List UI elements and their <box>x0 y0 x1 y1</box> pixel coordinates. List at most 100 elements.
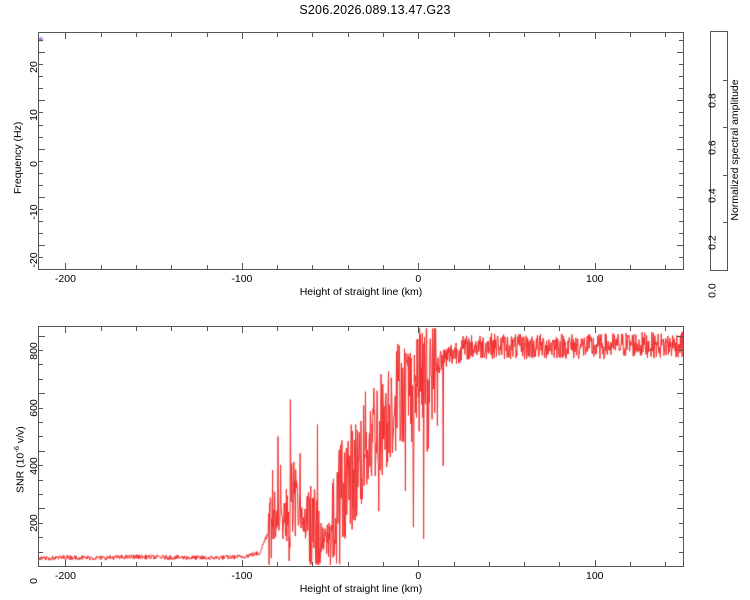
x-tick-top <box>65 327 67 333</box>
y-minor-tick-right <box>679 407 683 409</box>
y-minor-tick-right <box>679 208 683 210</box>
x-minor-tick-top <box>559 33 561 37</box>
y-minor-tick <box>39 256 43 258</box>
x-tick-label: -200 <box>54 570 76 582</box>
snr-x-axis-label: Height of straight line (km) <box>299 583 423 595</box>
x-minor-tick <box>383 562 385 566</box>
y-minor-tick <box>39 551 43 553</box>
colorbar-tick-label: 0.4 <box>706 188 719 203</box>
x-minor-tick-top <box>559 327 561 331</box>
colorbar-tick <box>723 270 727 271</box>
y-minor-tick <box>39 220 43 222</box>
x-minor-tick <box>453 562 455 566</box>
x-minor-tick-top <box>100 327 102 331</box>
y-minor-tick-right <box>679 172 683 174</box>
x-minor-tick <box>488 265 490 269</box>
y-tick-label: 10 <box>28 109 40 122</box>
y-minor-tick-right <box>679 40 683 42</box>
x-tick-top <box>418 327 420 333</box>
x-tick-label: -200 <box>54 273 76 285</box>
y-tick <box>39 244 45 246</box>
y-minor-tick-right <box>679 220 683 222</box>
colorbar <box>710 31 728 271</box>
y-tick-right <box>677 393 683 395</box>
x-minor-tick <box>171 562 173 566</box>
y-tick-label: 0 <box>28 160 40 167</box>
y-minor-tick-right <box>679 494 683 495</box>
x-minor-tick <box>453 265 455 269</box>
x-minor-tick <box>630 265 632 269</box>
x-minor-tick-top <box>524 33 526 37</box>
y-tick-right <box>677 450 683 452</box>
y-minor-tick-right <box>679 479 683 481</box>
x-minor-tick-top <box>347 327 349 331</box>
x-tick-label: 0 <box>415 570 422 582</box>
y-minor-tick-right <box>679 537 683 539</box>
y-minor-tick <box>39 350 43 352</box>
y-tick-right <box>677 196 683 198</box>
x-tick <box>594 263 596 269</box>
x-tick-top <box>594 327 596 333</box>
x-tick-label: -100 <box>231 273 253 285</box>
snr-y-axis-label: SNR (10-6 v/v) <box>12 425 27 493</box>
colorbar-title: Normalized spectral amplitude <box>729 79 741 221</box>
x-tick-label: 100 <box>586 273 604 285</box>
y-minor-tick-right <box>679 436 683 438</box>
colorbar-tick <box>723 127 727 129</box>
x-tick <box>65 263 67 269</box>
y-minor-tick-right <box>679 136 683 138</box>
x-minor-tick-top <box>630 327 632 331</box>
y-minor-tick <box>39 172 43 174</box>
y-tick-label: 0 <box>28 578 40 584</box>
x-tick <box>241 263 243 269</box>
colorbar-tick-label: 0.2 <box>706 235 719 251</box>
x-minor-tick-top <box>488 33 490 37</box>
y-tick <box>39 566 45 567</box>
y-minor-tick-right <box>679 88 683 90</box>
y-minor-tick-right <box>679 269 683 270</box>
y-tick-label: 20 <box>28 61 40 74</box>
spectrogram-y-axis-label: Frequency (Hz) <box>12 121 24 194</box>
y-minor-tick <box>39 76 43 78</box>
y-minor-tick <box>39 112 43 114</box>
y-minor-tick-right <box>679 364 683 366</box>
x-tick-top <box>241 33 243 39</box>
y-tick-right <box>677 566 683 567</box>
x-minor-tick <box>347 265 349 269</box>
y-minor-tick <box>39 422 43 424</box>
x-minor-tick <box>100 265 102 269</box>
x-tick-label: 0 <box>415 273 422 285</box>
x-minor-tick-top <box>630 33 632 37</box>
y-tick <box>39 148 45 150</box>
y-tick <box>39 100 45 102</box>
y-minor-tick-right <box>679 112 683 114</box>
y-tick-label: -20 <box>28 252 40 268</box>
x-minor-tick <box>312 562 314 566</box>
x-tick <box>418 560 420 566</box>
x-tick-top <box>594 33 596 39</box>
x-minor-tick-top <box>136 33 138 37</box>
x-minor-tick <box>136 562 138 566</box>
x-tick <box>65 560 67 566</box>
colorbar-tick-label: 0.0 <box>706 283 719 298</box>
x-minor-tick-top <box>100 33 102 37</box>
y-tick-right <box>677 148 683 150</box>
y-minor-tick-right <box>679 232 683 234</box>
y-minor-tick <box>39 232 43 234</box>
y-tick-label: -10 <box>28 204 40 220</box>
y-minor-tick <box>39 465 43 467</box>
x-tick-top <box>418 33 420 39</box>
x-minor-tick <box>277 265 279 269</box>
y-minor-tick <box>39 407 43 409</box>
x-minor-tick-top <box>206 33 208 37</box>
y-minor-tick-right <box>679 76 683 78</box>
y-minor-tick-right <box>679 465 683 467</box>
y-minor-tick <box>39 537 43 539</box>
x-tick-top <box>65 33 67 39</box>
x-minor-tick <box>524 562 526 566</box>
x-minor-tick-top <box>171 33 173 37</box>
y-tick <box>39 52 45 54</box>
colorbar-tick <box>723 174 727 176</box>
x-minor-tick-top <box>277 327 279 331</box>
